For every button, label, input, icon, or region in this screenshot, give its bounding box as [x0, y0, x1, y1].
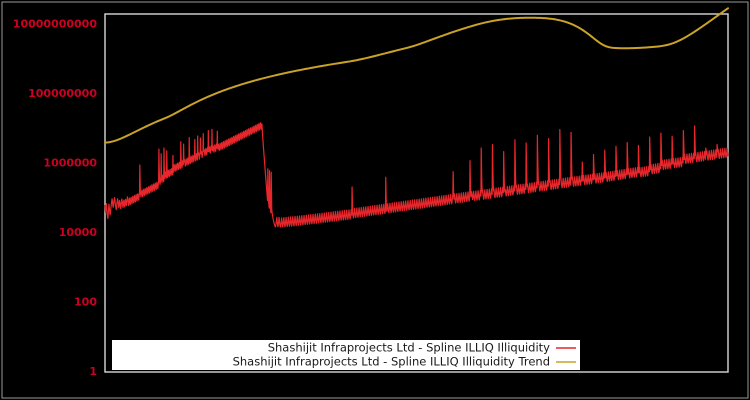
y-axis-tick-0: 1 — [89, 365, 97, 378]
y-axis-tick-4: 100000000 — [28, 87, 97, 100]
y-axis-tick-labels: 1 100 10000 1000000 100000000 10000000000 — [13, 17, 98, 378]
series-path-1 — [104, 7, 729, 144]
y-axis-tick-5: 10000000000 — [13, 17, 98, 30]
series-path-0 — [104, 122, 729, 228]
legend-background — [112, 340, 580, 370]
y-axis-tick-1: 100 — [74, 295, 97, 308]
chart-legend: Shashijit Infraprojects Ltd - Spline ILL… — [112, 340, 580, 370]
data-series-group — [104, 7, 729, 228]
y-axis-tick-3: 1000000 — [43, 156, 97, 169]
plot-area — [104, 13, 729, 373]
y-axis-tick-2: 10000 — [59, 226, 98, 239]
legend-label-illiquidity: Shashijit Infraprojects Ltd - Spline ILL… — [268, 341, 550, 355]
legend-label-illiquidity-trend: Shashijit Infraprojects Ltd - Spline ILL… — [233, 355, 550, 369]
